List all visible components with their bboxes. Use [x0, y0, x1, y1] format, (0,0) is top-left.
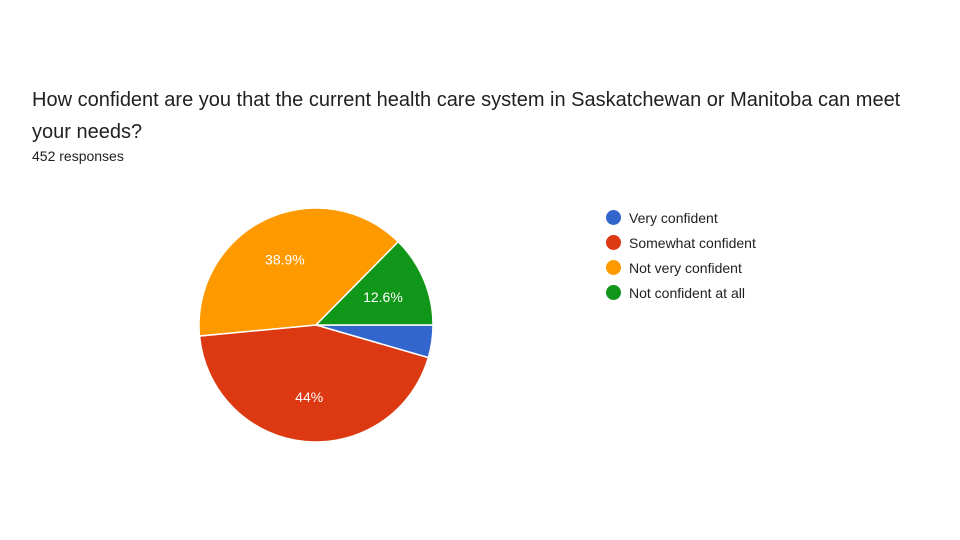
pie-slice-somewhat-confident[interactable] — [198, 324, 430, 443]
legend-item-very-confident[interactable]: Very confident — [606, 205, 756, 230]
legend-label: Not confident at all — [629, 284, 745, 301]
legend-item-not-very-confident[interactable]: Not very confident — [606, 255, 756, 280]
legend-item-not-confident-at-all[interactable]: Not confident at all — [606, 280, 756, 305]
chart-legend: Very confident Somewhat confident Not ve… — [606, 205, 756, 305]
pie-slice-not-very-confident[interactable] — [198, 207, 400, 337]
response-count: 452 responses — [32, 148, 124, 164]
legend-label: Very confident — [629, 209, 718, 226]
legend-swatch — [606, 235, 621, 250]
legend-label: Somewhat confident — [629, 234, 756, 251]
legend-swatch — [606, 260, 621, 275]
pie-slice-not-confident-at-all[interactable] — [314, 240, 434, 326]
legend-item-somewhat-confident[interactable]: Somewhat confident — [606, 230, 756, 255]
legend-swatch — [606, 285, 621, 300]
slice-label-not-very-confident: 38.9% — [265, 251, 305, 267]
legend-label: Not very confident — [629, 259, 742, 276]
question-title: How confident are you that the current h… — [32, 89, 901, 143]
slice-label-somewhat-confident: 44% — [295, 389, 323, 405]
legend-swatch — [606, 210, 621, 225]
slice-label-not-confident-at-all: 12.6% — [363, 289, 403, 305]
